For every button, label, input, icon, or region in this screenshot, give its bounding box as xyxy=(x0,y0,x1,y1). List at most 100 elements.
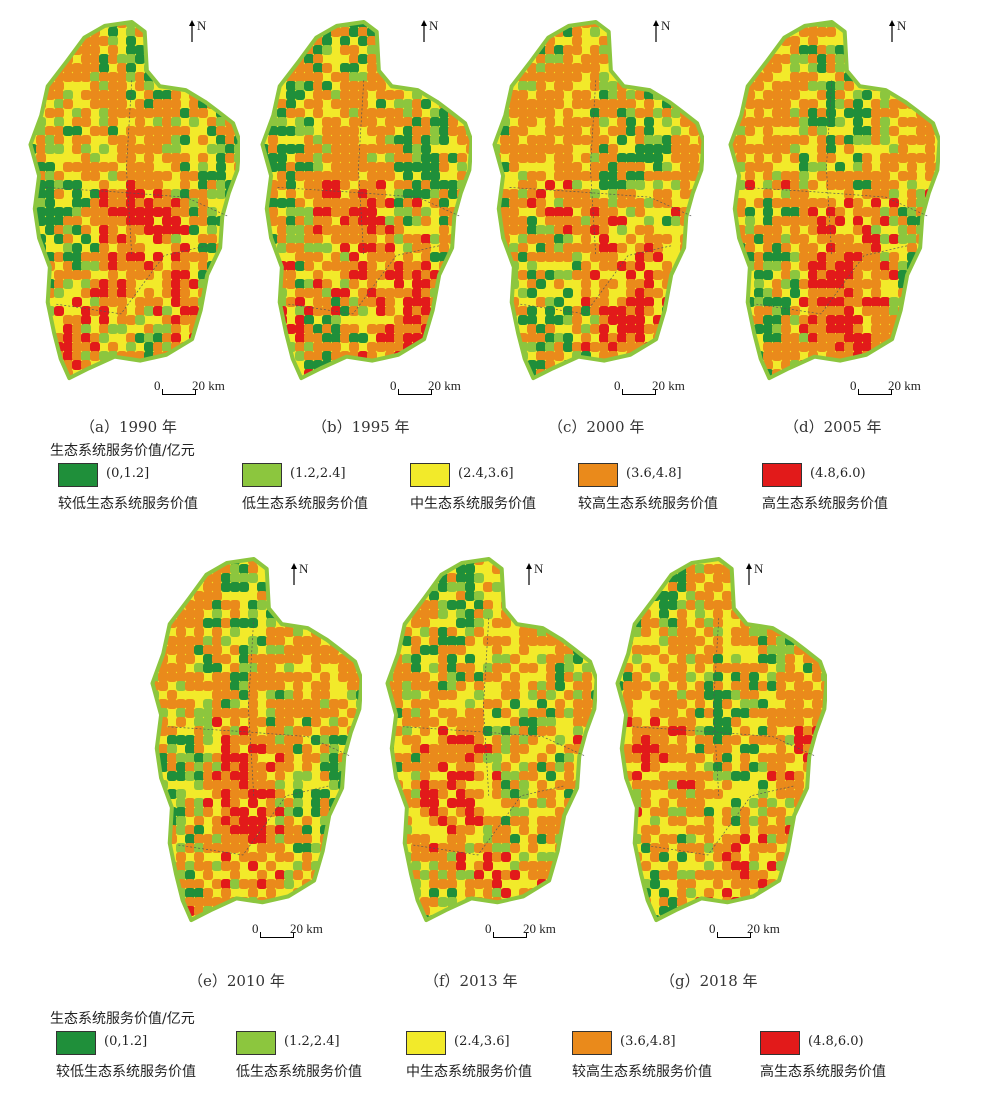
map-cell xyxy=(545,351,555,361)
map-cell xyxy=(277,36,287,46)
map-cell xyxy=(194,897,204,907)
map-cell xyxy=(331,99,341,109)
map-cell xyxy=(492,888,502,898)
map-cell xyxy=(262,270,269,280)
map-cell xyxy=(862,234,872,244)
map-cell xyxy=(536,225,546,235)
map-cell xyxy=(862,180,872,190)
map-cell xyxy=(554,81,564,91)
map-cell xyxy=(54,45,64,55)
map-cell xyxy=(331,225,341,235)
map-cell xyxy=(456,861,466,871)
map-cell xyxy=(537,852,547,862)
map-cell xyxy=(653,288,663,298)
map-cell xyxy=(376,324,386,334)
map-cell xyxy=(447,735,457,745)
map-cell xyxy=(295,90,305,100)
map-cell xyxy=(302,672,312,682)
map-cell xyxy=(608,279,618,289)
map-cell xyxy=(563,333,573,343)
map-cell xyxy=(536,342,546,352)
map-cell xyxy=(140,555,150,565)
map-cell xyxy=(898,135,908,145)
map-cell xyxy=(176,708,186,718)
map-cell xyxy=(90,81,100,91)
map-cell xyxy=(72,216,82,226)
map-cell xyxy=(393,924,403,934)
map-cell xyxy=(466,234,472,244)
map-cell xyxy=(394,198,404,208)
map-cell xyxy=(438,933,448,943)
map-cell xyxy=(286,261,296,271)
map-cell xyxy=(736,288,746,298)
map-cell xyxy=(72,342,82,352)
map-cell xyxy=(402,717,412,727)
map-cell xyxy=(338,816,348,826)
map-cell xyxy=(644,198,654,208)
map-cell xyxy=(790,180,800,190)
map-cell xyxy=(527,153,537,163)
map-cell xyxy=(763,22,773,28)
map-cell xyxy=(302,888,312,898)
map-cell xyxy=(349,189,359,199)
map-cell xyxy=(799,342,809,352)
map-cell xyxy=(528,798,538,808)
map-cell xyxy=(262,378,269,379)
map-cell xyxy=(302,699,312,709)
region-border xyxy=(150,557,362,923)
map-cell xyxy=(207,180,217,190)
map-cell xyxy=(322,216,332,226)
map-cell xyxy=(889,405,899,408)
map-cell xyxy=(45,216,55,226)
map-cell xyxy=(304,234,314,244)
map-cell xyxy=(99,72,109,82)
map-cell xyxy=(790,396,800,406)
map-cell xyxy=(763,315,773,325)
map-cell xyxy=(545,315,555,325)
map-cell xyxy=(582,591,592,601)
map-cell xyxy=(393,933,403,943)
map-cell xyxy=(275,600,285,610)
map-cell xyxy=(465,735,475,745)
map-cell xyxy=(284,645,294,655)
map-cell xyxy=(501,888,511,898)
map-cell xyxy=(387,582,394,592)
map-cell xyxy=(671,81,681,91)
map-cell xyxy=(340,243,350,253)
map-cell xyxy=(826,234,836,244)
map-cell xyxy=(275,708,285,718)
map-cell xyxy=(808,63,818,73)
map-cell xyxy=(518,396,528,406)
map-cell xyxy=(221,699,231,709)
map-cell xyxy=(412,162,422,172)
map-cell xyxy=(135,333,145,343)
map-cell xyxy=(554,243,564,253)
map-cell xyxy=(180,171,190,181)
map-cell xyxy=(537,753,547,763)
map-cell xyxy=(135,261,145,271)
map-cell xyxy=(167,888,177,898)
map-cell xyxy=(63,162,73,172)
map-cell xyxy=(626,27,636,37)
map-cell xyxy=(262,90,269,100)
map-cell xyxy=(474,843,484,853)
map-cell xyxy=(167,564,177,574)
map-cell xyxy=(853,22,863,28)
map-cell xyxy=(563,315,573,325)
map-cell xyxy=(429,717,439,727)
map-cell xyxy=(216,261,226,271)
map-cell xyxy=(537,690,547,700)
map-cell xyxy=(518,117,528,127)
map-cell xyxy=(180,153,190,163)
map-cell xyxy=(689,360,699,370)
map-cell xyxy=(311,798,321,808)
map-cell xyxy=(808,72,818,82)
map-cell xyxy=(216,36,226,46)
map-cell xyxy=(536,22,546,28)
map-cell xyxy=(385,171,395,181)
map-cell xyxy=(144,216,154,226)
map-cell xyxy=(781,351,791,361)
map-cell xyxy=(284,717,294,727)
map-cell xyxy=(81,22,91,28)
map-cell xyxy=(907,207,917,217)
